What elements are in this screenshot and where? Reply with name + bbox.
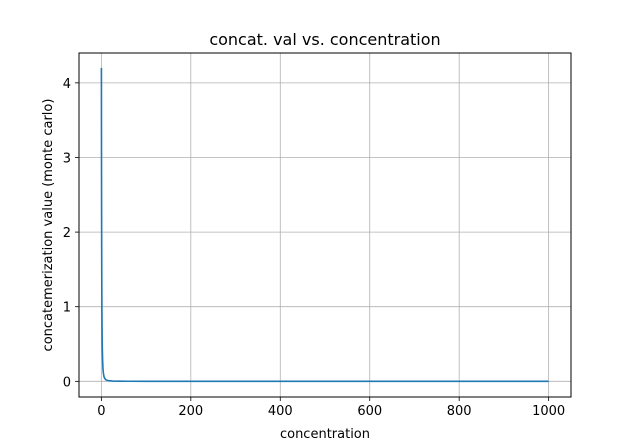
x-tick-label: 200 xyxy=(178,404,203,419)
x-tick-label: 600 xyxy=(357,404,382,419)
x-axis-label: concentration xyxy=(280,427,370,442)
y-tick-label: 1 xyxy=(63,301,71,316)
x-tick-label: 0 xyxy=(97,404,105,419)
y-tick-label: 2 xyxy=(63,226,71,241)
series-layer xyxy=(100,67,549,383)
x-axis-ticks: 0 200 400 600 800 1000 xyxy=(97,397,565,419)
chart-title: concat. val vs. concentration xyxy=(209,30,440,49)
x-tick-label: 800 xyxy=(447,404,472,419)
grid-lines xyxy=(79,53,571,397)
x-tick-label: 400 xyxy=(268,404,293,419)
y-tick-label: 0 xyxy=(63,375,71,390)
plot-frame xyxy=(78,52,572,398)
y-axis-label: concatemerization value (monte carlo) xyxy=(41,99,56,352)
x-tick-label: 1000 xyxy=(532,404,565,419)
y-tick-label: 3 xyxy=(63,151,71,166)
y-axis-ticks: 0 1 2 3 4 xyxy=(63,77,79,390)
y-tick-label: 4 xyxy=(63,77,71,92)
series-line xyxy=(100,67,549,383)
